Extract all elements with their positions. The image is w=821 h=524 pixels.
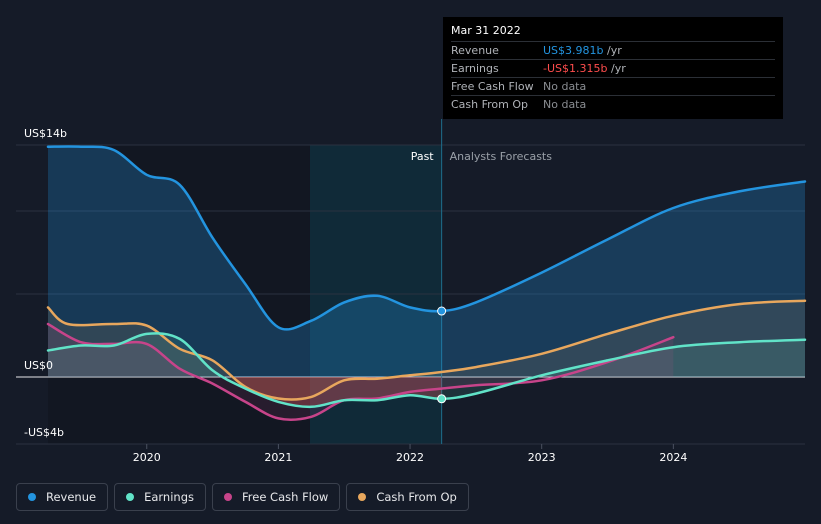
legend-dot-icon bbox=[358, 493, 367, 501]
legend-item-free-cash-flow[interactable]: Free Cash Flow bbox=[212, 483, 341, 511]
tooltip-label: Cash From Op bbox=[451, 98, 529, 111]
legend-item-cash-from-op[interactable]: Cash From Op bbox=[346, 483, 469, 511]
tooltip-unit: /yr bbox=[607, 44, 622, 57]
tooltip-date: Mar 31 2022 bbox=[451, 24, 521, 37]
tooltip-value-free-cash-flow: No data bbox=[543, 80, 587, 93]
tooltip-value-cash-from-op: No data bbox=[543, 98, 587, 111]
series-line-revenue bbox=[46, 145, 807, 331]
lines-group bbox=[46, 145, 807, 422]
legend-label: Earnings bbox=[144, 490, 194, 504]
legend-dot-icon bbox=[224, 493, 232, 501]
legend-item-revenue[interactable]: Revenue bbox=[16, 483, 109, 511]
area-fill-cash-from-op bbox=[48, 300, 805, 400]
x-tick-label: 2020 bbox=[133, 451, 161, 464]
tooltip-unit: /yr bbox=[610, 62, 626, 75]
x-tick-label: 2024 bbox=[659, 451, 687, 464]
x-tick-label: 2023 bbox=[528, 451, 556, 464]
tooltip-row-revenue: Revenue US$3.981b /yr bbox=[451, 41, 775, 59]
area-fill-revenue bbox=[48, 146, 805, 377]
x-tick-label: 2022 bbox=[396, 451, 424, 464]
chart-legend: Revenue Earnings Free Cash Flow Cash Fro… bbox=[16, 483, 469, 511]
series-line-earnings bbox=[46, 332, 807, 409]
tooltip-row-free-cash-flow: Free Cash Flow No data bbox=[451, 77, 775, 95]
past-label: Past bbox=[411, 150, 435, 163]
area-fill-earnings bbox=[48, 333, 805, 407]
cursor-marker-earnings bbox=[437, 394, 447, 404]
y-axis-label: US$0 bbox=[24, 359, 53, 372]
area-fill-free-cash-flow bbox=[48, 324, 674, 420]
data-tooltip: Mar 31 2022 Revenue US$3.981b /yr Earnin… bbox=[443, 17, 783, 119]
legend-label: Revenue bbox=[46, 490, 97, 504]
tooltip-label: Earnings bbox=[451, 62, 499, 75]
y-axis-label: US$14b bbox=[24, 127, 67, 140]
x-tick-label: 2021 bbox=[264, 451, 292, 464]
tooltip-label: Revenue bbox=[451, 44, 499, 57]
y-axis-label: -US$4b bbox=[24, 426, 64, 439]
tooltip-row-cash-from-op: Cash From Op No data bbox=[451, 95, 775, 113]
legend-dot-icon bbox=[28, 493, 36, 501]
legend-item-earnings[interactable]: Earnings bbox=[114, 483, 206, 511]
tooltip-row-earnings: Earnings -US$1.315b /yr bbox=[451, 59, 775, 77]
cursor-marker-revenue bbox=[437, 306, 447, 316]
forecast-label: Analysts Forecasts bbox=[450, 150, 553, 163]
series-line-cash-from-op bbox=[46, 299, 807, 401]
legend-dot-icon bbox=[126, 493, 135, 501]
labels-group: US$14b US$0 -US$4b 2020 2021 2022 2023 2024 Past… bbox=[24, 127, 687, 464]
legend-label: Cash From Op bbox=[376, 490, 457, 504]
legend-label: Free Cash Flow bbox=[242, 490, 329, 504]
tooltip-value-earnings: -US$1.315b bbox=[543, 62, 608, 75]
tooltip-value-revenue: US$3.981b bbox=[543, 44, 604, 57]
tooltip-label: Free Cash Flow bbox=[451, 80, 534, 93]
